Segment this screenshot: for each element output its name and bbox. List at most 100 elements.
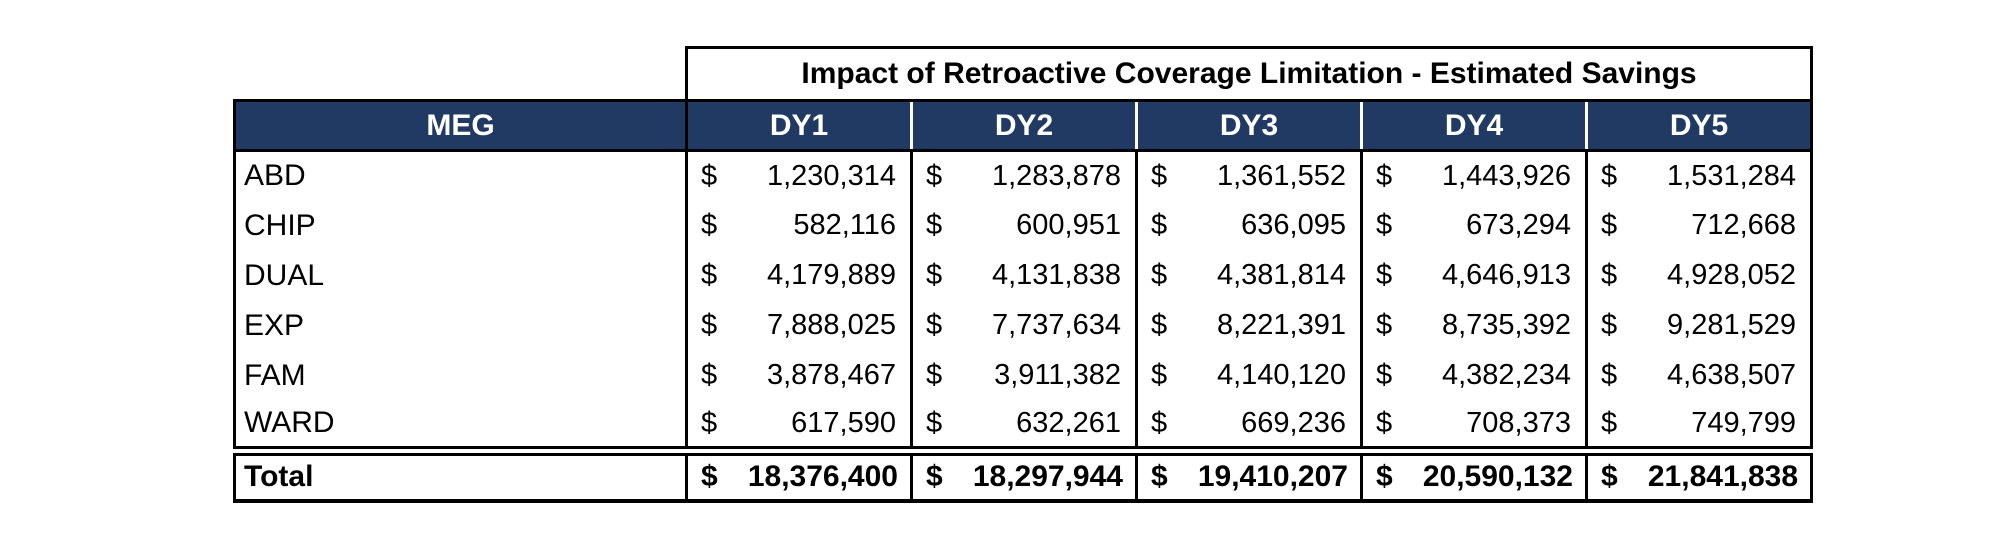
currency-symbol: $ bbox=[701, 406, 718, 439]
column-header-dy4: DY4 bbox=[1360, 99, 1587, 152]
total-value: 18,297,944 bbox=[972, 460, 1123, 493]
currency-symbol: $ bbox=[1151, 159, 1168, 192]
savings-table-container: Impact of Retroactive Coverage Limitatio… bbox=[233, 46, 1814, 503]
table-cell: $4,382,234 bbox=[1360, 350, 1587, 401]
table-cell: $749,799 bbox=[1584, 400, 1814, 451]
row-label: ABD bbox=[233, 150, 687, 201]
table-cell: $1,283,878 bbox=[910, 150, 1137, 201]
currency-symbol: $ bbox=[701, 209, 718, 241]
total-cell: $18,376,400 bbox=[685, 445, 912, 503]
currency-symbol: $ bbox=[1151, 460, 1168, 493]
table-cell: $4,381,814 bbox=[1135, 250, 1362, 301]
table-cell: $8,221,391 bbox=[1135, 300, 1362, 351]
table-cell: $4,646,913 bbox=[1360, 250, 1587, 301]
table-cell: $600,951 bbox=[910, 200, 1137, 251]
row-label: CHIP bbox=[233, 200, 687, 251]
table-cell: $4,131,838 bbox=[910, 250, 1137, 301]
table-cell: $582,116 bbox=[685, 200, 912, 251]
table-cell: $4,140,120 bbox=[1135, 350, 1362, 401]
currency-symbol: $ bbox=[926, 159, 943, 192]
cell-value: 8,221,391 bbox=[1216, 309, 1346, 341]
cell-value: 749,799 bbox=[1691, 406, 1797, 439]
table-cell: $632,261 bbox=[910, 400, 1137, 451]
cell-value: 582,116 bbox=[793, 209, 896, 241]
currency-symbol: $ bbox=[926, 460, 943, 493]
currency-symbol: $ bbox=[1601, 209, 1618, 241]
cell-value: 669,236 bbox=[1241, 406, 1346, 439]
savings-table: Impact of Retroactive Coverage Limitatio… bbox=[233, 46, 1814, 503]
currency-symbol: $ bbox=[1601, 259, 1618, 291]
currency-symbol: $ bbox=[1151, 259, 1168, 291]
cell-value: 3,911,382 bbox=[994, 359, 1121, 391]
cell-value: 1,283,878 bbox=[991, 159, 1121, 192]
row-label: WARD bbox=[233, 400, 687, 451]
cell-value: 617,590 bbox=[791, 406, 896, 439]
currency-symbol: $ bbox=[701, 460, 718, 493]
cell-value: 7,888,025 bbox=[766, 309, 896, 341]
currency-symbol: $ bbox=[1376, 406, 1393, 439]
table-row-fam: FAM $3,878,467 $3,911,382 $4,140,120 $4,… bbox=[233, 350, 1814, 401]
table-cell: $4,179,889 bbox=[685, 250, 912, 301]
table-cell: $7,888,025 bbox=[685, 300, 912, 351]
currency-symbol: $ bbox=[701, 259, 718, 291]
table-cell: $3,911,382 bbox=[910, 350, 1137, 401]
table-cell: $617,590 bbox=[685, 400, 912, 451]
currency-symbol: $ bbox=[1601, 359, 1618, 391]
header-row: MEG DY1 DY2 DY3 DY4 DY5 bbox=[233, 99, 1814, 152]
table-cell: $1,443,926 bbox=[1360, 150, 1587, 201]
table-cell: $708,373 bbox=[1360, 400, 1587, 451]
total-value: 19,410,207 bbox=[1197, 460, 1348, 493]
cell-value: 1,361,552 bbox=[1216, 159, 1346, 192]
cell-value: 9,281,529 bbox=[1667, 309, 1797, 341]
total-cell: $21,841,838 bbox=[1584, 445, 1814, 503]
column-header-dy3: DY3 bbox=[1135, 99, 1362, 152]
column-header-dy1: DY1 bbox=[685, 99, 912, 152]
cell-value: 673,294 bbox=[1466, 209, 1571, 241]
cell-value: 4,382,234 bbox=[1441, 359, 1571, 391]
currency-symbol: $ bbox=[1151, 359, 1168, 391]
currency-symbol: $ bbox=[1376, 359, 1393, 391]
table-cell: $636,095 bbox=[1135, 200, 1362, 251]
currency-symbol: $ bbox=[926, 359, 943, 391]
table-cell: $7,737,634 bbox=[910, 300, 1137, 351]
column-header-dy2: DY2 bbox=[910, 99, 1137, 152]
cell-value: 3,878,467 bbox=[766, 359, 896, 391]
cell-value: 8,735,392 bbox=[1441, 309, 1571, 341]
cell-value: 632,261 bbox=[1016, 406, 1121, 439]
currency-symbol: $ bbox=[1601, 159, 1618, 192]
table-row-exp: EXP $7,888,025 $7,737,634 $8,221,391 $8,… bbox=[233, 300, 1814, 351]
currency-symbol: $ bbox=[1376, 309, 1393, 341]
row-label: DUAL bbox=[233, 250, 687, 301]
table-cell: $3,878,467 bbox=[685, 350, 912, 401]
total-cell: $20,590,132 bbox=[1360, 445, 1587, 503]
cell-value: 1,443,926 bbox=[1441, 159, 1571, 192]
currency-symbol: $ bbox=[1151, 209, 1168, 241]
currency-symbol: $ bbox=[701, 159, 718, 192]
cell-value: 4,179,889 bbox=[766, 259, 896, 291]
total-cell: $19,410,207 bbox=[1135, 445, 1362, 503]
total-label: Total bbox=[233, 445, 687, 503]
table-cell: $4,638,507 bbox=[1584, 350, 1814, 401]
cell-value: 4,928,052 bbox=[1667, 259, 1797, 291]
table-row-chip: CHIP $582,116 $600,951 $636,095 $673,294… bbox=[233, 200, 1814, 251]
row-label: EXP bbox=[233, 300, 687, 351]
total-cell: $18,297,944 bbox=[910, 445, 1137, 503]
currency-symbol: $ bbox=[1376, 159, 1393, 192]
cell-value: 4,638,507 bbox=[1667, 359, 1797, 391]
cell-value: 1,531,284 bbox=[1667, 159, 1797, 192]
cell-value: 7,737,634 bbox=[991, 309, 1121, 341]
table-cell: $669,236 bbox=[1135, 400, 1362, 451]
cell-value: 636,095 bbox=[1241, 209, 1346, 241]
cell-value: 708,373 bbox=[1466, 406, 1571, 439]
column-header-meg: MEG bbox=[233, 99, 687, 152]
total-value: 18,376,400 bbox=[747, 460, 898, 493]
table-cell: $1,531,284 bbox=[1584, 150, 1814, 201]
currency-symbol: $ bbox=[1151, 309, 1168, 341]
table-cell: $4,928,052 bbox=[1584, 250, 1814, 301]
currency-symbol: $ bbox=[701, 309, 718, 341]
cell-value: 600,951 bbox=[1016, 209, 1121, 241]
cell-value: 4,381,814 bbox=[1216, 259, 1346, 291]
currency-symbol: $ bbox=[1601, 460, 1618, 493]
currency-symbol: $ bbox=[926, 309, 943, 341]
title-row: Impact of Retroactive Coverage Limitatio… bbox=[234, 46, 1814, 102]
